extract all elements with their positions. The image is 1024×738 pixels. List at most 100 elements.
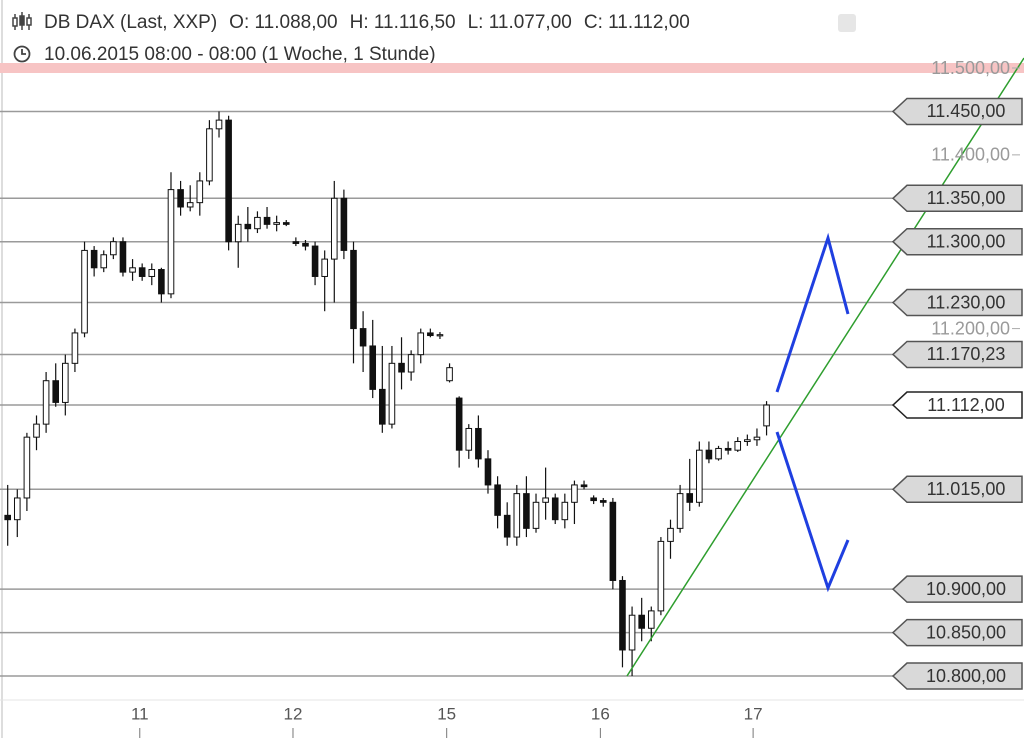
- candle-body: [494, 484, 501, 516]
- last-price-tag-label: 11.112,00: [927, 395, 1004, 415]
- level-tag: [891, 227, 1023, 256]
- candle-body: [81, 249, 88, 334]
- candle-body: [628, 614, 636, 651]
- candle-body: [513, 493, 521, 538]
- candle-body: [465, 427, 473, 451]
- candle-body: [129, 267, 136, 273]
- header: DB DAX (Last, XXP) O: 11.088,00 H: 11.116,…: [12, 12, 856, 65]
- candle-body: [282, 222, 290, 225]
- subtitle: 10.06.2015 08:00 - 08:00 (1 Woche, 1 Stu…: [44, 44, 436, 65]
- candle-body: [475, 427, 482, 460]
- settings-icon[interactable]: [838, 14, 856, 32]
- candle-body: [71, 332, 79, 364]
- level-tag: [891, 662, 1023, 690]
- x-tick-label: 11: [131, 704, 149, 723]
- level-tag: [891, 475, 1023, 504]
- candle-body: [407, 354, 415, 373]
- candle-body: [186, 202, 194, 208]
- candle-body: [686, 493, 694, 503]
- candle-body: [590, 497, 597, 502]
- ohlc-open: O: 11.088,00: [229, 12, 337, 33]
- candle-body: [321, 258, 328, 277]
- candle-body: [417, 332, 425, 356]
- candle-body: [436, 334, 444, 337]
- candle-body: [638, 614, 645, 629]
- candle-body: [119, 241, 127, 273]
- level-tag-label: 10.900,00: [926, 579, 1006, 599]
- level-tag-label: 10.800,00: [926, 666, 1006, 686]
- candle-body: [551, 497, 559, 521]
- candle-body: [647, 610, 655, 629]
- candle-body: [158, 269, 165, 295]
- candle-body: [571, 484, 578, 503]
- candle-body: [225, 119, 232, 243]
- candle-body: [753, 436, 761, 441]
- candle-body: [398, 362, 405, 373]
- last-price-tag: [891, 391, 1023, 419]
- candle-body: [369, 345, 377, 390]
- level-tag-label: 11.015,00: [927, 479, 1006, 499]
- candle-body: [503, 514, 511, 538]
- candle-body: [484, 458, 492, 486]
- candle-body: [33, 423, 40, 438]
- candle-body: [148, 269, 156, 277]
- level-tag-label: 11.170,23: [927, 344, 1006, 364]
- candle-body: [696, 449, 703, 503]
- level-tag-label: 11.230,00: [927, 292, 1006, 312]
- candle-body: [62, 362, 69, 403]
- candle-body: [4, 514, 11, 521]
- candle-body: [619, 579, 626, 651]
- candle-body: [744, 439, 751, 443]
- candle-body: [13, 497, 21, 521]
- candle-body: [110, 241, 117, 256]
- ohlc-high: H: 11.116,50: [350, 12, 456, 33]
- candle-body: [42, 380, 50, 425]
- candle-body: [580, 484, 588, 488]
- candle-body: [23, 436, 31, 499]
- clock-hands: [21, 49, 26, 55]
- candle-body: [244, 223, 252, 230]
- candle-body: [330, 197, 338, 260]
- candle-body: [724, 447, 732, 451]
- level-tag-label: 11.450,00: [927, 101, 1006, 121]
- candle-body: [167, 189, 175, 295]
- candle-body: [561, 501, 569, 521]
- candle-body: [273, 222, 280, 225]
- candle-body: [427, 332, 434, 337]
- level-tag: [891, 184, 1023, 213]
- level-tag: [891, 618, 1023, 647]
- scenario-arrows: [775, 232, 850, 593]
- candle-body: [763, 404, 770, 427]
- level-tag: [891, 340, 1023, 369]
- x-tick-label: 15: [437, 704, 456, 723]
- candle-body: [263, 216, 271, 225]
- candle-body: [206, 128, 213, 182]
- candle-body: [388, 362, 396, 425]
- candle-body: [234, 223, 242, 243]
- candle-body: [734, 441, 742, 451]
- level-tag-label: 10.850,00: [926, 622, 1006, 642]
- candle-body: [254, 216, 261, 230]
- candle-body: [667, 527, 674, 542]
- clock-icon: [13, 45, 31, 63]
- candle-body: [532, 501, 540, 529]
- level-tag: [891, 288, 1023, 317]
- level-tag-label: 11.300,00: [927, 231, 1006, 251]
- candle-body: [715, 447, 722, 460]
- candle-body: [311, 245, 319, 277]
- level-tag: [891, 97, 1023, 126]
- y-tick-label: 11.200,00: [931, 318, 1010, 338]
- candle-body: [302, 242, 309, 247]
- y-tick-label: 11.500,00: [931, 58, 1010, 78]
- level-tag: [891, 575, 1023, 603]
- ohlc-close: C: 11.112,00: [584, 12, 690, 33]
- candle-body: [359, 328, 367, 347]
- candle-body: [196, 180, 204, 204]
- x-tick-label: 12: [284, 704, 303, 723]
- candle-body: [705, 449, 713, 460]
- candle-body: [340, 197, 348, 251]
- candle-body: [609, 501, 617, 581]
- x-tick-label: 16: [591, 704, 610, 723]
- chart-icon: [12, 12, 32, 30]
